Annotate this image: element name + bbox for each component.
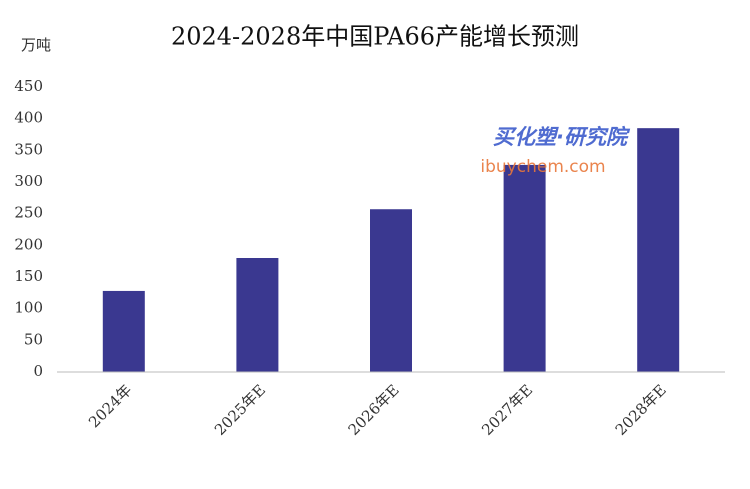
y-axis-unit: 万吨 <box>21 36 51 54</box>
bar <box>236 258 279 372</box>
bar <box>102 290 145 372</box>
bar <box>503 164 546 372</box>
y-tick-label: 450 <box>14 77 43 95</box>
y-tick-label: 250 <box>14 204 43 222</box>
y-tick-label: 50 <box>24 330 43 348</box>
y-tick-label: 100 <box>14 299 43 317</box>
bar <box>370 209 412 372</box>
bar <box>637 128 680 372</box>
y-tick-label: 150 <box>14 267 43 285</box>
y-tick-label: 400 <box>14 109 43 127</box>
y-tick-label: 0 <box>33 362 43 380</box>
y-tick-label: 200 <box>14 235 43 253</box>
chart-title: 2024-2028年中国PA66产能增长预测 <box>171 23 579 51</box>
y-tick-label: 300 <box>14 172 43 190</box>
watermark: ibuychem.com <box>480 157 605 177</box>
y-tick-label: 350 <box>14 140 43 158</box>
watermark: 买化塑·研究院 <box>493 125 631 149</box>
